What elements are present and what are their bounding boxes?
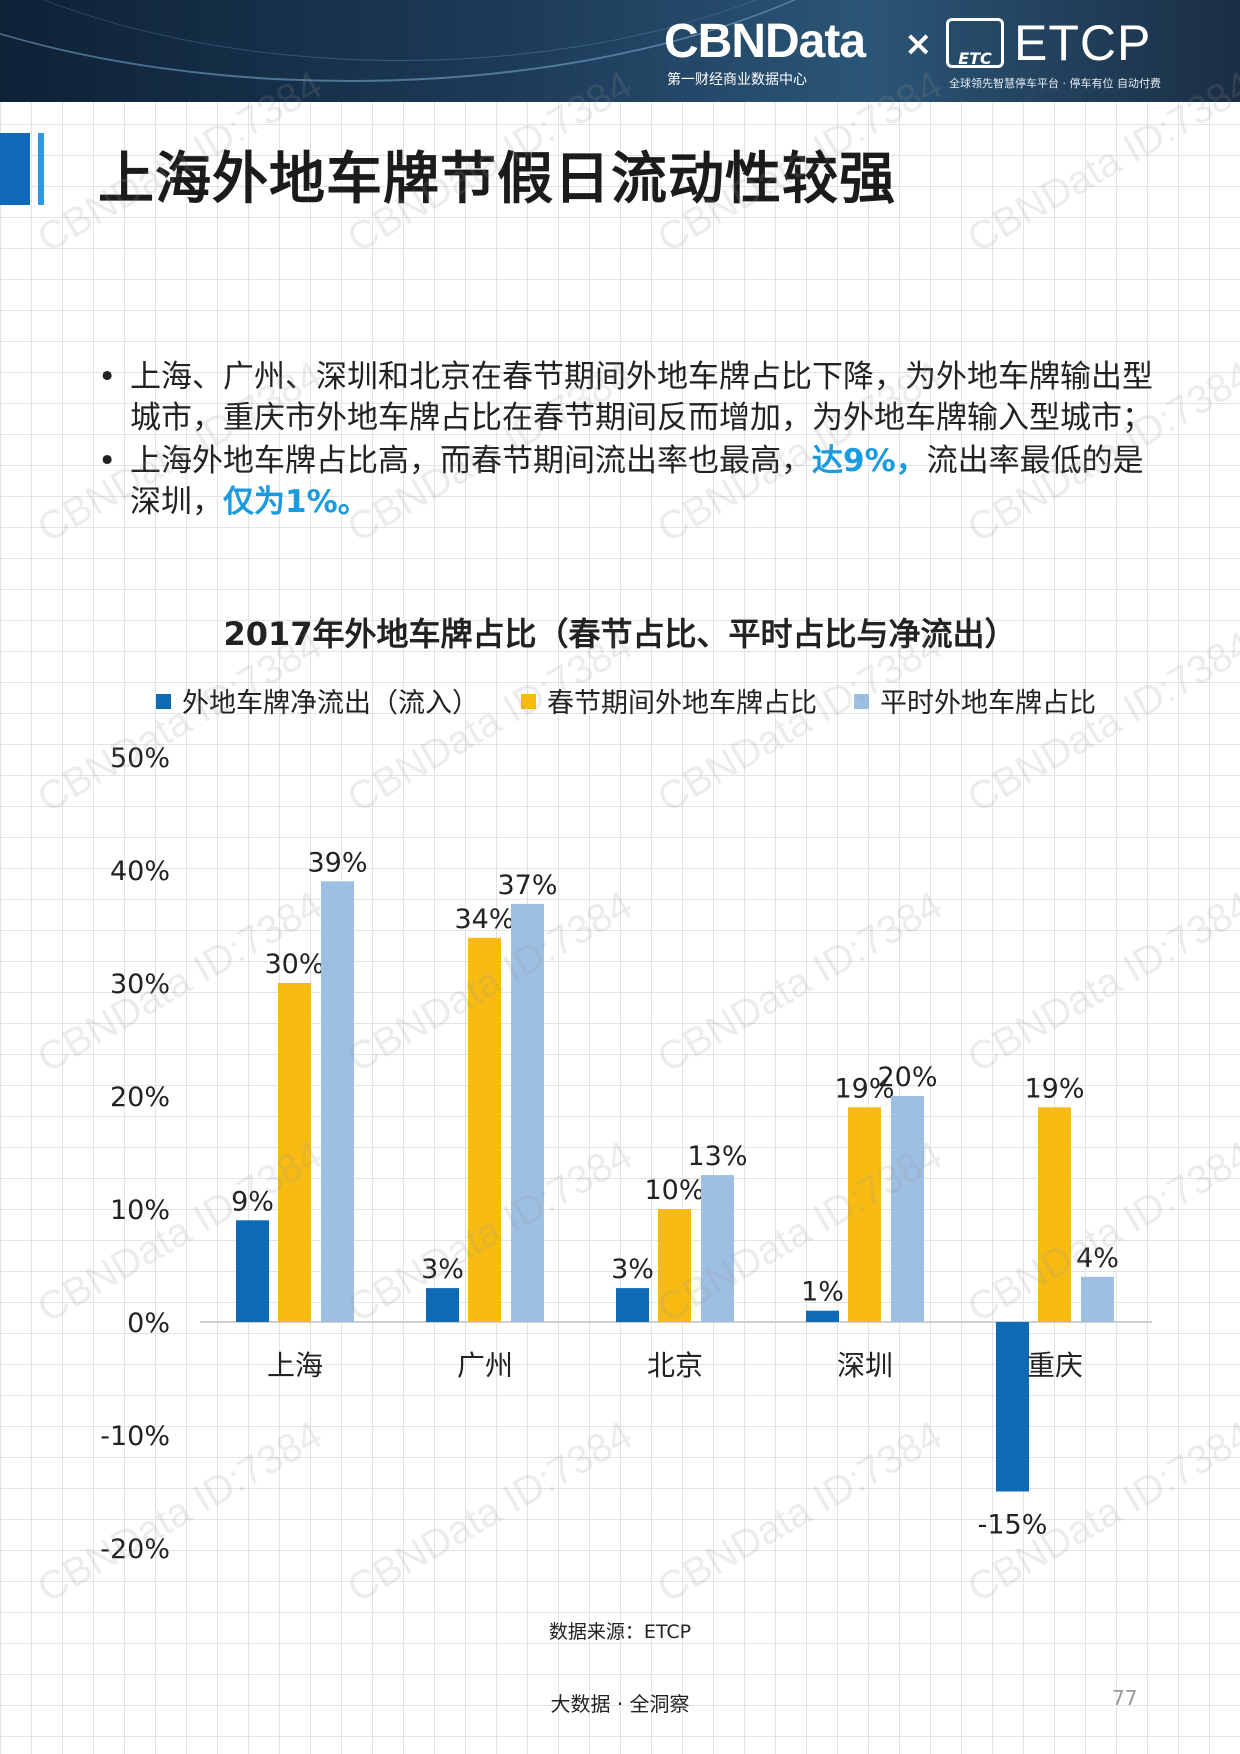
x-category-label: 北京	[647, 1349, 703, 1382]
bullet-item: 上海、广州、深圳和北京在春节期间外地车牌占比下降，为外地车牌输出型城市，重庆市外…	[96, 357, 1170, 439]
etcp-logo-subtitle: 全球领先智慧停车平台 · 停车有位 自动付费	[949, 77, 1161, 90]
highlight-text: 达9%，	[812, 443, 927, 479]
data-label: 1%	[801, 1277, 844, 1308]
bullet-text: 流出率最低的是深圳，	[130, 443, 1144, 520]
data-label: 3%	[421, 1254, 464, 1285]
bar	[848, 1107, 881, 1322]
data-label: 10%	[644, 1175, 704, 1206]
legend-label: 春节期间外地车牌占比	[547, 688, 817, 719]
bar-chart: 2017年外地车牌占比（春节占比、平时占比与净流出） 外地车牌净流出（流入） 春节期…	[100, 615, 1152, 1565]
chart-title: 2017年外地车牌占比（春节占比、平时占比与净流出）	[223, 615, 1016, 653]
legend-swatch	[156, 694, 171, 709]
bar	[658, 1209, 691, 1322]
x-category-label: 广州	[457, 1349, 513, 1382]
bar	[468, 937, 501, 1322]
legend-label: 外地车牌净流出（流入）	[182, 688, 479, 719]
data-label: 9%	[231, 1186, 274, 1217]
data-label: 19%	[1024, 1073, 1084, 1104]
bar	[806, 1310, 839, 1322]
data-label: 20%	[877, 1062, 937, 1093]
data-label: 30%	[264, 949, 324, 980]
y-tick-label: 40%	[110, 856, 170, 887]
y-tick-label: 30%	[110, 969, 170, 1000]
data-label: 39%	[307, 847, 367, 878]
legend-swatch	[521, 694, 536, 709]
page-number: 77	[1112, 1686, 1138, 1710]
y-tick-label: 0%	[127, 1308, 170, 1339]
y-tick-label: -10%	[100, 1421, 170, 1452]
bar	[426, 1288, 459, 1322]
etcp-logo: ETCP	[1014, 15, 1152, 71]
y-tick-label: -20%	[100, 1534, 170, 1565]
bullet-text: 上海、广州、深圳和北京在春节期间外地车牌占比下降，为外地车牌输出型城市，重庆市外…	[130, 359, 1153, 436]
data-label: 19%	[834, 1073, 894, 1104]
bar	[616, 1288, 649, 1322]
cbndata-logo: CBNData	[664, 15, 866, 68]
highlight-text: 仅为1%。	[223, 484, 369, 520]
data-label: 3%	[611, 1254, 654, 1285]
bar	[701, 1175, 734, 1322]
title-accent-bar-thin	[38, 133, 44, 205]
logo-separator: ×	[904, 24, 933, 64]
x-category-label: 上海	[267, 1349, 323, 1382]
bar	[321, 881, 354, 1322]
bar	[996, 1322, 1029, 1492]
bar	[891, 1096, 924, 1322]
x-category-label: 深圳	[837, 1349, 893, 1382]
title-accent-bar	[0, 133, 30, 205]
legend-label: 平时外地车牌占比	[880, 688, 1096, 719]
x-category-label: 重庆	[1027, 1349, 1083, 1382]
y-tick-label: 50%	[110, 743, 170, 774]
etc-parking-icon: ETC	[946, 18, 1004, 68]
footer-slogan: 大数据 · 全洞察	[550, 1692, 690, 1716]
bullet-item: 上海外地车牌占比高，而春节期间流出率也最高，达9%，流出率最低的是深圳，仅为1%…	[96, 441, 1170, 523]
bar	[236, 1220, 269, 1322]
data-label: 34%	[454, 904, 514, 935]
y-tick-label: 20%	[110, 1082, 170, 1113]
data-label: -15%	[978, 1510, 1048, 1541]
header-banner: CBNData 第一财经商业数据中心 × ETC ETCP 全球领先智慧停车平台…	[0, 0, 1240, 102]
bar	[1081, 1276, 1114, 1322]
data-label: 13%	[687, 1141, 747, 1172]
cbndata-logo-subtitle: 第一财经商业数据中心	[667, 72, 807, 88]
data-label: 4%	[1076, 1243, 1119, 1274]
bullet-text: 上海外地车牌占比高，而春节期间流出率也最高，	[130, 443, 812, 479]
data-source: 数据来源：ETCP	[548, 1621, 692, 1643]
data-label: 37%	[497, 870, 557, 901]
summary-bullets: 上海、广州、深圳和北京在春节期间外地车牌占比下降，为外地车牌输出型城市，重庆市外…	[96, 357, 1156, 525]
page-title: 上海外地车牌节假日流动性较强	[98, 147, 896, 212]
bar	[278, 983, 311, 1322]
legend-swatch	[854, 694, 869, 709]
bar	[1038, 1107, 1071, 1322]
bar	[511, 903, 544, 1322]
y-tick-label: 10%	[110, 1195, 170, 1226]
